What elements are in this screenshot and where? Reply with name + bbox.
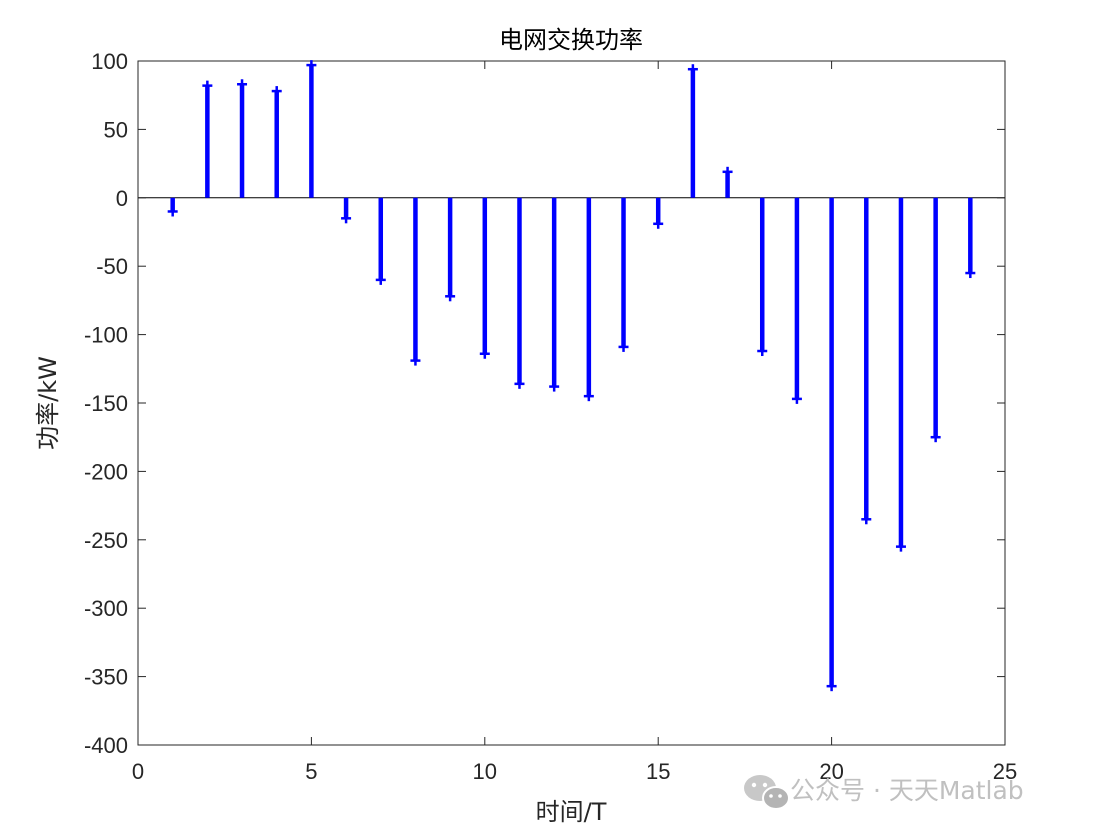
stem-marker — [653, 218, 664, 229]
stem-marker — [757, 346, 768, 357]
stem-series — [167, 60, 976, 692]
y-tick-label: -150 — [84, 391, 128, 416]
stem-marker — [375, 274, 386, 285]
stem-marker — [930, 432, 941, 443]
stem-marker — [410, 355, 421, 366]
stem-marker — [687, 64, 698, 75]
y-tick-label: -200 — [84, 459, 128, 484]
stem-marker — [271, 86, 282, 97]
stem-marker — [895, 541, 906, 552]
stem-marker — [861, 514, 872, 525]
x-tick-label: 0 — [132, 759, 144, 784]
stem-marker — [583, 391, 594, 402]
x-axis-ticks: 0 5 10 15 20 25 — [132, 61, 1017, 784]
watermark: 公众号 · 天天Matlab — [744, 775, 1024, 810]
stem-marker — [202, 80, 213, 91]
x-tick-label: 15 — [646, 759, 670, 784]
x-axis-label: 时间/T — [536, 798, 607, 826]
x-tick-label: 10 — [473, 759, 497, 784]
stem-marker — [826, 681, 837, 692]
y-tick-label: -400 — [84, 733, 128, 758]
stem-marker — [445, 291, 456, 302]
y-tick-label: 50 — [104, 117, 128, 142]
plot-area — [137, 60, 1006, 746]
stem-marker — [341, 213, 352, 224]
x-tick-label: 5 — [305, 759, 317, 784]
y-tick-label: -350 — [84, 665, 128, 690]
y-axis-ticks: 100 50 0 -50 -100 -150 -200 -250 -300 -350 -400 — [84, 49, 1005, 758]
x-tick-label: 20 — [819, 759, 843, 784]
x-tick-label: 25 — [993, 759, 1017, 784]
y-tick-label: -250 — [84, 528, 128, 553]
stem-marker — [306, 60, 317, 71]
y-tick-label: 100 — [91, 49, 128, 74]
y-tick-label: -300 — [84, 596, 128, 621]
watermark-text: 公众号 · 天天Matlab — [790, 776, 1024, 805]
stem-marker — [618, 341, 629, 352]
stem-marker — [479, 348, 490, 359]
stem-marker — [514, 378, 525, 389]
y-tick-label: -50 — [96, 254, 128, 279]
stem-marker — [722, 166, 733, 177]
stem-marker — [549, 381, 560, 392]
y-tick-label: 0 — [116, 186, 128, 211]
stem-marker — [965, 268, 976, 279]
stem-marker — [167, 206, 178, 217]
stem-marker — [791, 393, 802, 404]
chart-title: 电网交换功率 — [499, 26, 643, 54]
y-tick-label: -100 — [84, 323, 128, 348]
y-axis-label: 功率/kW — [34, 356, 62, 450]
wechat-icon — [744, 775, 790, 810]
stem-marker — [237, 79, 248, 90]
